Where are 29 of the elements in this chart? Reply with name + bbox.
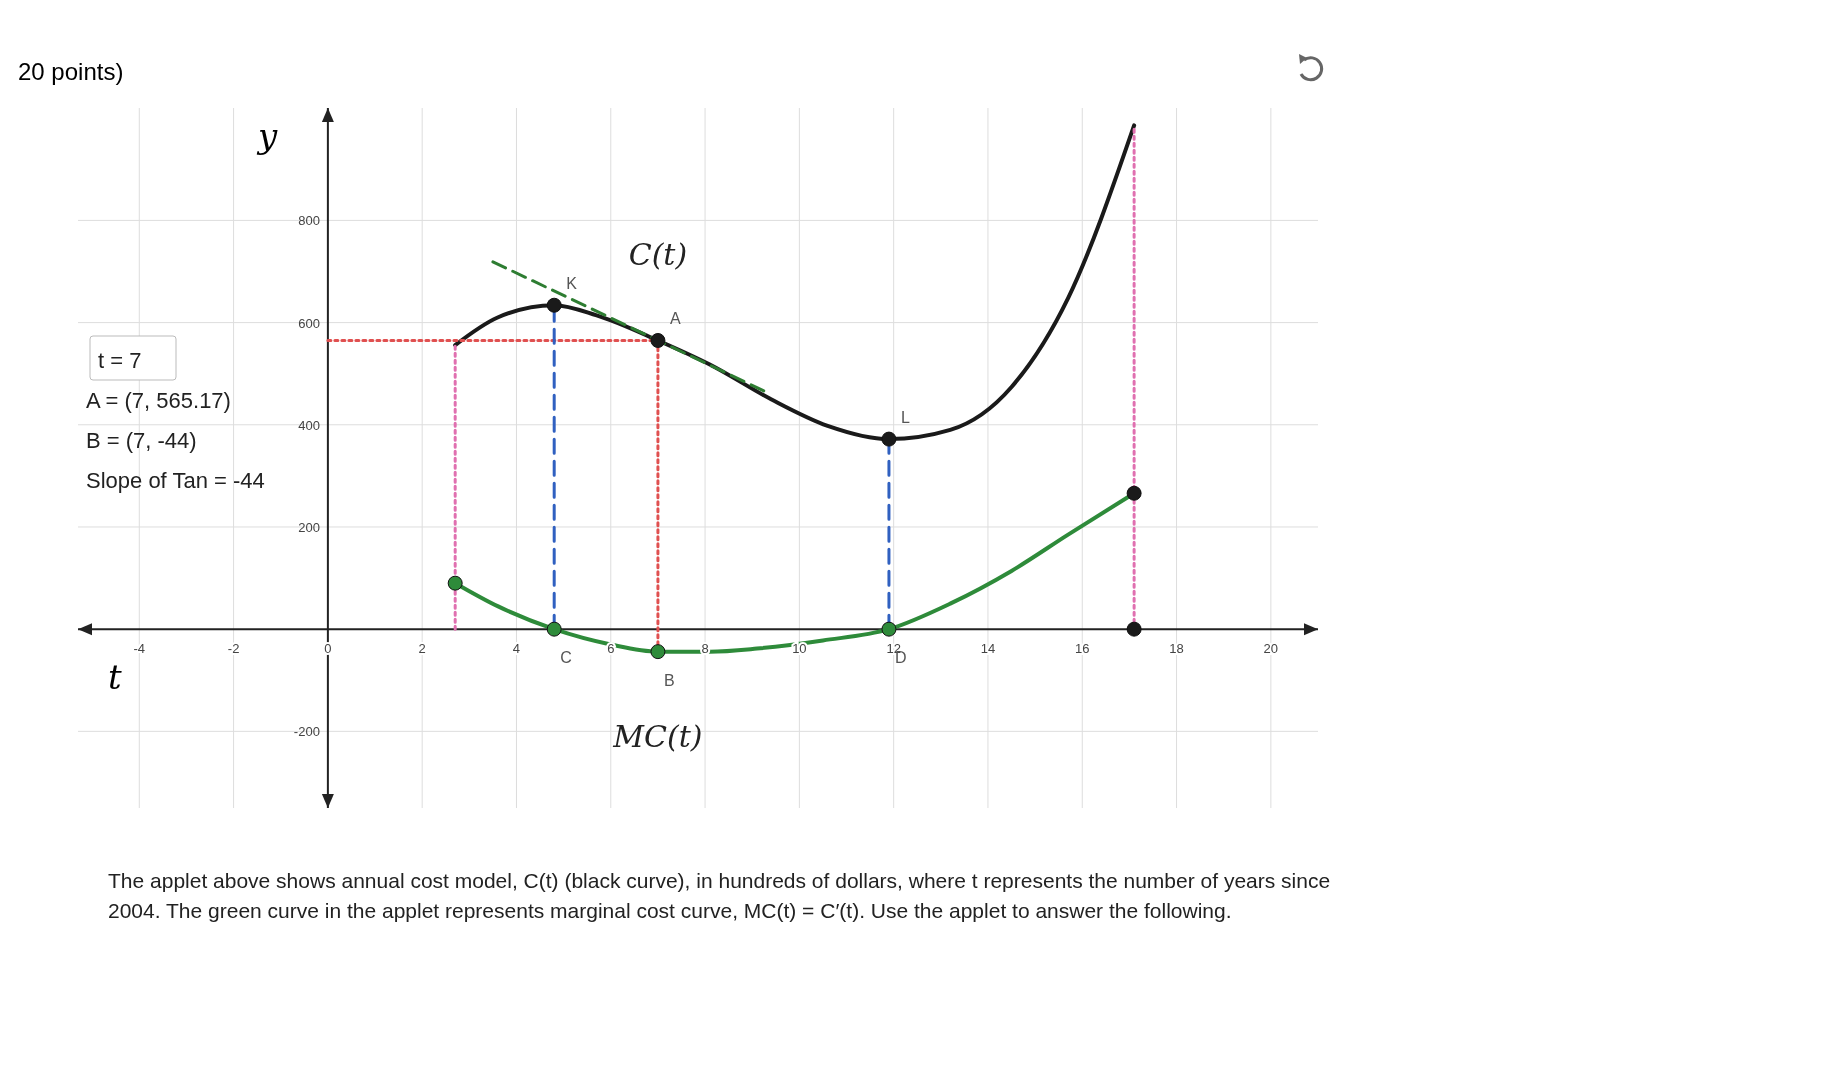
annotation: t = 7	[98, 348, 142, 373]
annotation: C	[560, 649, 572, 667]
y-axis-title: y	[255, 116, 278, 156]
x-axis-title: t	[108, 657, 122, 698]
y-tick-label: 600	[298, 315, 320, 331]
annotation: L	[900, 409, 910, 427]
y-tick-label: 400	[298, 417, 320, 433]
annotation: A = (7, 565.17)	[86, 388, 231, 413]
x-tick-label: -4	[133, 641, 146, 657]
annotation: Slope of Tan = -44	[86, 468, 265, 493]
x-tick-label: 2	[418, 641, 426, 657]
x-tick-label: -2	[227, 641, 240, 657]
x-tick-label: 14	[980, 641, 996, 657]
y-tick-label: -200	[293, 724, 320, 740]
y-tick-label: 200	[298, 519, 320, 535]
x-tick-label: 10	[792, 641, 807, 657]
x-tick-label: 20	[1263, 641, 1279, 657]
series-label: C(t)	[628, 237, 688, 273]
x-tick-label: 18	[1169, 641, 1184, 657]
x-tick-label: 4	[512, 641, 521, 657]
text: 20 points)	[18, 58, 124, 85]
text: MC(t)	[612, 718, 703, 754]
annotation: B = (7, -44)	[86, 428, 197, 453]
annotation: K	[566, 275, 578, 293]
y-tick-label: 800	[298, 213, 320, 229]
x-tick-label: 16	[1075, 641, 1090, 657]
annotation: B	[663, 671, 675, 689]
annotation: A	[669, 310, 681, 328]
text: The applet above shows annual cost model, C(t) (black curve), in hundreds of dollars, where t represents the number of years since 2004. The green curve in the applet represents marginal cost curve, MC(t) = C′(t). Use the applet to answer the following.	[108, 869, 1331, 922]
